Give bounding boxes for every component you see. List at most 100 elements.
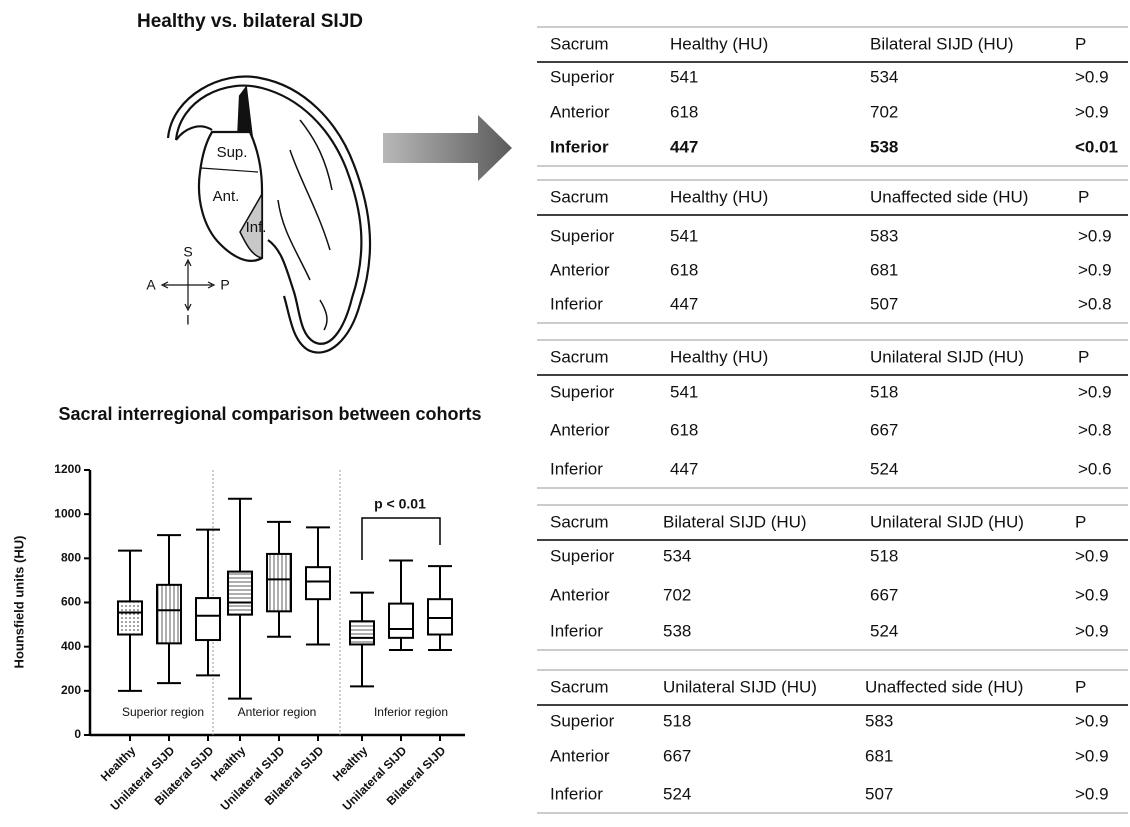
table-cell: >0.9 xyxy=(1075,546,1109,565)
y-tick-label: 1000 xyxy=(54,506,81,520)
region-label: Anterior region xyxy=(238,705,317,719)
table-header-cell: Sacrum xyxy=(550,512,609,531)
table-cell: 447 xyxy=(670,137,698,156)
region-label: Sup. xyxy=(217,144,248,161)
table-cell: Anterior xyxy=(550,260,610,279)
table-cell: 667 xyxy=(870,585,898,604)
table-cell: 518 xyxy=(870,546,898,565)
table-cell: 618 xyxy=(670,260,698,279)
table-cell: 541 xyxy=(670,67,698,86)
table-header-cell: Sacrum xyxy=(550,677,609,696)
box xyxy=(389,604,413,638)
table-header-cell: Unaffected side (HU) xyxy=(870,187,1028,206)
table-cell: 518 xyxy=(870,382,898,401)
table-cell: >0.9 xyxy=(1078,226,1112,245)
table-header-cell: P xyxy=(1075,512,1086,531)
table-cell: >0.8 xyxy=(1078,294,1112,313)
box xyxy=(228,572,252,615)
y-tick-label: 800 xyxy=(61,551,81,565)
table-header-cell: Bilateral SIJD (HU) xyxy=(870,34,1014,53)
table-header-cell: P xyxy=(1075,34,1086,53)
whisker-low xyxy=(196,640,220,675)
whisker-low xyxy=(389,638,413,650)
table-header-cell: P xyxy=(1078,187,1089,206)
table-header-cell: P xyxy=(1078,347,1089,366)
whisker-low xyxy=(118,635,142,691)
table-cell: 667 xyxy=(663,746,691,765)
box xyxy=(118,601,142,634)
table-cell: Inferior xyxy=(550,137,609,156)
region-label: Inf. xyxy=(246,219,267,236)
table-cell: >0.9 xyxy=(1078,382,1112,401)
y-tick-label: 600 xyxy=(61,595,81,609)
table-header-cell: P xyxy=(1075,677,1086,696)
table-cell: 538 xyxy=(663,621,691,640)
region-label: Ant. xyxy=(213,188,240,205)
arrow xyxy=(383,115,512,181)
annotation: p < 0.01 xyxy=(374,496,426,512)
whisker-high xyxy=(157,535,181,585)
table-cell: 507 xyxy=(865,784,893,803)
whisker-high xyxy=(267,522,291,554)
whisker-high xyxy=(389,561,413,604)
table-cell: Superior xyxy=(550,226,615,245)
whisker-low xyxy=(306,599,330,644)
table-header-cell: Sacrum xyxy=(550,187,609,206)
table-header-cell: Bilateral SIJD (HU) xyxy=(663,512,807,531)
table-cell: >0.6 xyxy=(1078,459,1112,478)
compass-label: S xyxy=(183,244,192,260)
table-cell: Inferior xyxy=(550,459,603,478)
table-cell: 524 xyxy=(663,784,691,803)
box xyxy=(157,585,181,644)
table-header-cell: Unaffected side (HU) xyxy=(865,677,1023,696)
table-cell: Anterior xyxy=(550,746,610,765)
table-cell: 583 xyxy=(870,226,898,245)
table-cell: Superior xyxy=(550,382,615,401)
table-header-cell: Sacrum xyxy=(550,34,609,53)
table-cell: 681 xyxy=(870,260,898,279)
table-cell: 618 xyxy=(670,102,698,121)
whisker-high xyxy=(228,499,252,572)
table-header-cell: Unilateral SIJD (HU) xyxy=(870,347,1024,366)
table-cell: >0.9 xyxy=(1075,784,1109,803)
whisker-low xyxy=(350,644,374,686)
y-tick-label: 1200 xyxy=(54,462,81,476)
box xyxy=(350,621,374,644)
whisker-high xyxy=(196,530,220,598)
table-cell: 667 xyxy=(870,420,898,439)
table-header-cell: Healthy (HU) xyxy=(670,34,768,53)
table-cell: >0.9 xyxy=(1075,746,1109,765)
box xyxy=(267,554,291,611)
table-cell: 583 xyxy=(865,711,893,730)
table-cell: 447 xyxy=(670,294,698,313)
table-cell: 538 xyxy=(870,137,898,156)
table-cell: 447 xyxy=(670,459,698,478)
table-cell: >0.9 xyxy=(1075,102,1109,121)
whisker-low xyxy=(228,615,252,699)
table-cell: Anterior xyxy=(550,102,610,121)
table-cell: 702 xyxy=(663,585,691,604)
region-label: Superior region xyxy=(122,705,204,719)
table-cell: 518 xyxy=(663,711,691,730)
table-cell: >0.9 xyxy=(1075,585,1109,604)
table-cell: 681 xyxy=(865,746,893,765)
y-tick-label: 0 xyxy=(74,727,81,741)
figure: Healthy vs. bilateral SIJD Sup. Ant. Inf… xyxy=(0,0,1130,827)
y-tick-label: 400 xyxy=(61,639,81,653)
table-cell: Anterior xyxy=(550,585,610,604)
table-header-cell: Healthy (HU) xyxy=(670,347,768,366)
table-header-cell: Unilateral SIJD (HU) xyxy=(663,677,817,696)
whisker-high xyxy=(350,593,374,622)
whisker-low xyxy=(428,635,452,650)
table-header-cell: Unilateral SIJD (HU) xyxy=(870,512,1024,531)
table-cell: 618 xyxy=(670,420,698,439)
table-cell: >0.9 xyxy=(1075,621,1109,640)
box xyxy=(306,567,330,599)
table-cell: >0.9 xyxy=(1078,260,1112,279)
whisker-high xyxy=(306,527,330,567)
table-cell: >0.8 xyxy=(1078,420,1112,439)
table-cell: 541 xyxy=(670,382,698,401)
table-cell: 534 xyxy=(663,546,691,565)
table-header-cell: Healthy (HU) xyxy=(670,187,768,206)
table-cell: 534 xyxy=(870,67,898,86)
